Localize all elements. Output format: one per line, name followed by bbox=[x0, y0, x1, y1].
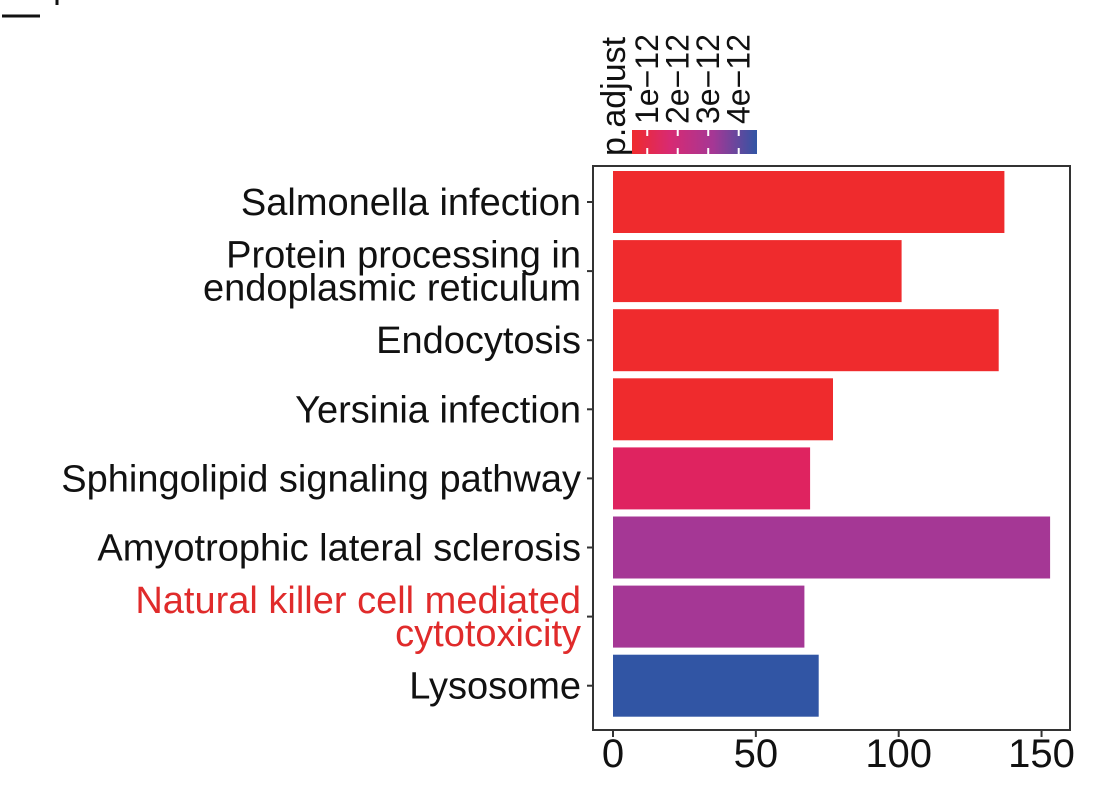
category-label: Yersinia infection bbox=[295, 389, 581, 431]
category-label: Protein processing in bbox=[226, 235, 581, 277]
bars-layer bbox=[613, 171, 1051, 717]
x-tick-label: 0 bbox=[602, 732, 624, 776]
legend-colorbar bbox=[632, 130, 757, 154]
bar bbox=[613, 447, 811, 510]
x-axis: 0 50 100 150 bbox=[602, 730, 1075, 776]
legend-tick-label: 3e−12 bbox=[690, 34, 726, 124]
x-tick-label: 100 bbox=[865, 732, 932, 776]
bar bbox=[613, 516, 1051, 579]
legend-tick-label: 1e−12 bbox=[629, 34, 665, 124]
category-label: endoplasmic reticulum bbox=[203, 268, 581, 310]
category-label: Amyotrophic lateral sclerosis bbox=[97, 528, 581, 570]
category-label: Salmonella infection bbox=[241, 182, 581, 224]
bar bbox=[613, 309, 999, 372]
category-label: Natural killer cell mediated bbox=[135, 580, 581, 622]
bar bbox=[613, 378, 833, 441]
legend-tick-label: 4e−12 bbox=[721, 34, 757, 124]
category-label: cytotoxicity bbox=[395, 613, 581, 655]
category-label: Endocytosis bbox=[376, 320, 581, 362]
bar bbox=[613, 585, 805, 648]
category-label: Lysosome bbox=[409, 666, 581, 708]
category-label: Sphingolipid signaling pathway bbox=[61, 458, 581, 500]
bar bbox=[613, 171, 1005, 233]
category-labels: Salmonella infection Protein processing i… bbox=[61, 182, 593, 708]
plot-panel-border bbox=[592, 165, 1071, 731]
cropped-corner-fragment bbox=[2, 0, 59, 18]
legend-title: p.adjust bbox=[595, 36, 633, 156]
x-tick-label: 150 bbox=[1008, 732, 1075, 776]
bar bbox=[613, 654, 819, 717]
x-tick-label: 50 bbox=[734, 732, 779, 776]
legend-tick-label: 2e−12 bbox=[660, 34, 696, 124]
bar bbox=[613, 240, 902, 303]
